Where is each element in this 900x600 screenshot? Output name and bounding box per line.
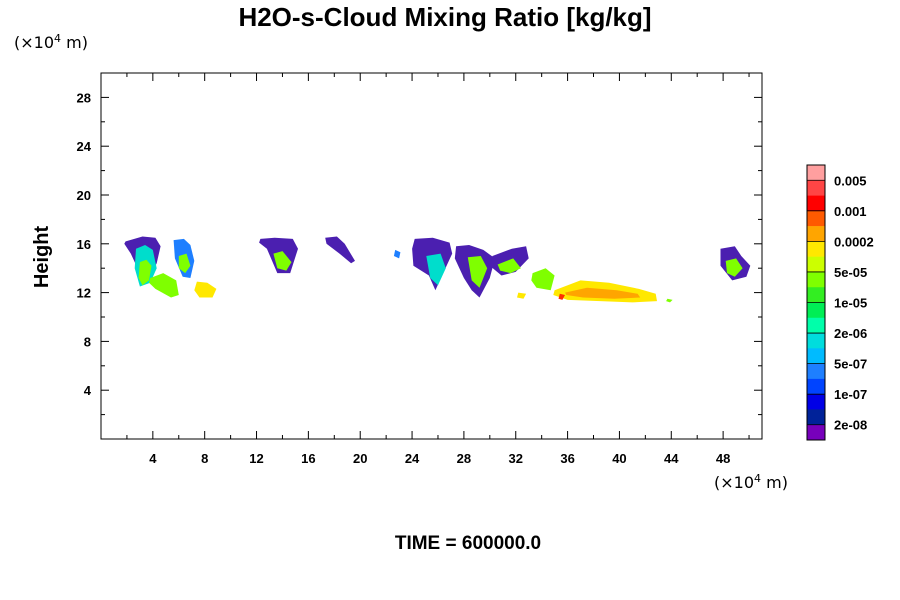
colorbar-swatch bbox=[807, 226, 825, 242]
colorbar-swatch bbox=[807, 378, 825, 395]
y-tick-label: 4 bbox=[84, 383, 92, 398]
cloud-blob-8 bbox=[273, 251, 292, 271]
cloud-blob-12 bbox=[426, 253, 446, 286]
colorbar-swatch bbox=[807, 363, 825, 380]
colorbar-swatch bbox=[807, 180, 825, 196]
plot-frame bbox=[100, 72, 763, 440]
cloud-blob-22 bbox=[666, 298, 673, 303]
cloud-blob-16 bbox=[497, 258, 521, 274]
y-tick-label: 28 bbox=[77, 90, 91, 105]
colorbar-swatch bbox=[807, 409, 825, 426]
colorbar-label: 2e-06 bbox=[834, 326, 867, 341]
colorbar-swatch bbox=[807, 287, 825, 303]
y-axis-label: Height bbox=[31, 226, 53, 289]
colorbar-swatch bbox=[807, 210, 825, 227]
cloud-blob-14 bbox=[467, 256, 488, 288]
colorbar-label: 2e-08 bbox=[834, 418, 867, 433]
cloud-blob-5 bbox=[178, 253, 191, 274]
colorbar-swatch bbox=[807, 165, 825, 181]
colorbar-swatch bbox=[807, 424, 825, 441]
x-tick-label: 20 bbox=[353, 451, 367, 466]
x-tick-label: 36 bbox=[560, 451, 574, 466]
cloud-blob-10 bbox=[393, 249, 401, 259]
cloud-blob-6 bbox=[194, 281, 217, 298]
colorbar-swatch bbox=[807, 333, 825, 349]
colorbar-label: 0.0002 bbox=[834, 234, 874, 249]
x-tick-label: 44 bbox=[664, 451, 679, 466]
colorbar-swatch bbox=[807, 256, 825, 273]
colorbar-swatch bbox=[807, 317, 825, 334]
chart-title: H2O-s-Cloud Mixing Ratio [kg/kg] bbox=[238, 2, 651, 32]
y-tick-label: 20 bbox=[77, 188, 91, 203]
time-label: TIME = 600000.0 bbox=[395, 533, 541, 554]
cloud-blob-20 bbox=[565, 287, 641, 299]
colorbar-swatch bbox=[807, 348, 825, 364]
x-tick-label: 24 bbox=[405, 451, 420, 466]
colorbar-swatch bbox=[807, 271, 825, 288]
x-tick-label: 16 bbox=[301, 451, 315, 466]
cloud-blob-3 bbox=[149, 273, 179, 298]
cloud-blob-2 bbox=[138, 259, 152, 286]
x-tick-label: 48 bbox=[716, 451, 730, 466]
colorbar-swatch bbox=[807, 394, 825, 410]
y-tick-label: 16 bbox=[77, 237, 91, 252]
colorbar-label: 1e-05 bbox=[834, 296, 867, 311]
colorbar-label: 5e-05 bbox=[834, 265, 867, 280]
x-tick-label: 28 bbox=[457, 451, 471, 466]
cloud-blob-18 bbox=[517, 292, 527, 299]
y-axis-unit: (×104 m) bbox=[14, 32, 88, 52]
x-tick-label: 40 bbox=[612, 451, 626, 466]
cloud-blob-17 bbox=[531, 268, 555, 291]
colorbar-swatch bbox=[807, 241, 825, 257]
x-tick-label: 8 bbox=[201, 451, 208, 466]
cloud-contours bbox=[124, 236, 751, 303]
cloud-blob-21 bbox=[558, 293, 565, 300]
y-tick-label: 8 bbox=[84, 334, 91, 349]
cloud-blob-9 bbox=[325, 236, 355, 264]
colorbar-swatch bbox=[807, 302, 825, 319]
colorbar-label: 5e-07 bbox=[834, 357, 867, 372]
x-tick-label: 4 bbox=[149, 451, 157, 466]
colorbar-label: 1e-07 bbox=[834, 387, 867, 402]
cloud-blob-24 bbox=[725, 258, 743, 277]
x-tick-label: 12 bbox=[249, 451, 263, 466]
colorbar: 0.005 0.001 0.0002 5e-05 1e-05 2e-06 5e-07 1e-0… bbox=[806, 164, 874, 441]
x-axis-unit: (×104 m) bbox=[714, 472, 788, 492]
y-tick-label: 12 bbox=[77, 286, 91, 301]
y-tick-label: 24 bbox=[77, 139, 92, 154]
colorbar-label: 0.005 bbox=[834, 173, 867, 188]
x-tick-label: 32 bbox=[509, 451, 523, 466]
colorbar-label: 0.001 bbox=[834, 204, 867, 219]
colorbar-swatch bbox=[807, 195, 825, 212]
